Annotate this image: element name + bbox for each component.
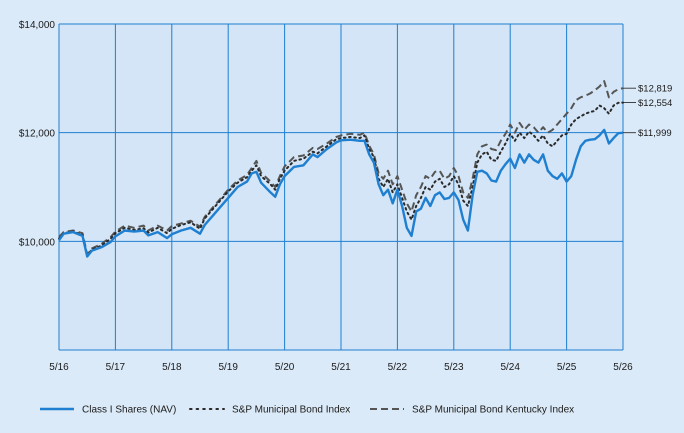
x-tick-label: 5/18 <box>162 362 182 373</box>
series-lines <box>58 80 624 258</box>
end-labels: $11,999 $12,554 $12,819 <box>623 84 672 139</box>
legend-label-0: Class I Shares (NAV) <box>82 405 176 416</box>
y-tick-label: $12,000 <box>19 129 56 140</box>
end-label-0: $11,999 <box>638 128 672 139</box>
series-line-0 <box>58 128 624 258</box>
x-tick-label: 5/23 <box>444 362 464 373</box>
x-tick-label: 5/19 <box>218 362 238 373</box>
y-tick-label: $10,000 <box>19 237 56 248</box>
legend-label-1: S&P Municipal Bond Index <box>232 405 350 416</box>
x-tick-label: 5/26 <box>613 362 633 373</box>
end-label-2: $12,819 <box>638 84 672 95</box>
x-tick-label: 5/21 <box>331 362 351 373</box>
y-tick-label: $14,000 <box>19 20 56 31</box>
end-label-1: $12,554 <box>638 98 672 109</box>
x-tick-label: 5/16 <box>49 362 69 373</box>
x-tick-label: 5/22 <box>388 362 408 373</box>
series-line-2 <box>58 80 624 256</box>
legend: Class I Shares (NAV) S&P Municipal Bond I… <box>40 405 574 416</box>
legend-label-2: S&P Municipal Bond Kentucky Index <box>412 405 574 416</box>
grid <box>58 23 624 351</box>
x-axis-ticks: 5/16 5/17 5/18 5/19 5/20 5/21 5/22 5/23 5/24 5/25… <box>49 362 633 373</box>
x-tick-label: 5/17 <box>106 362 126 373</box>
y-axis-ticks: $10,000 $12,000 $14,000 <box>19 20 56 248</box>
series-line-1 <box>58 101 624 257</box>
x-tick-label: 5/25 <box>557 362 577 373</box>
x-tick-label: 5/24 <box>500 362 520 373</box>
x-tick-label: 5/20 <box>275 362 295 373</box>
